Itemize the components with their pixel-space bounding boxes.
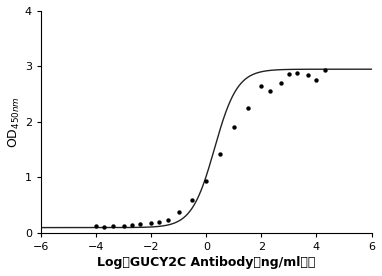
Point — [93, 224, 99, 229]
Point — [156, 219, 162, 224]
Point — [313, 78, 319, 83]
X-axis label: Log（GUCY2C Antibody（ng/ml））: Log（GUCY2C Antibody（ng/ml）） — [97, 256, 316, 269]
Point — [231, 125, 237, 130]
Point — [305, 73, 311, 77]
Point — [129, 223, 135, 227]
Y-axis label: OD$_{450nm}$: OD$_{450nm}$ — [7, 96, 22, 148]
Point — [286, 71, 292, 76]
Point — [137, 222, 143, 226]
Point — [148, 221, 154, 225]
Point — [322, 68, 328, 73]
Point — [121, 224, 127, 228]
Point — [189, 197, 196, 202]
Point — [278, 81, 284, 85]
Point — [165, 217, 171, 222]
Point — [203, 179, 209, 184]
Point — [267, 89, 273, 94]
Point — [244, 106, 251, 110]
Point — [217, 151, 223, 156]
Point — [258, 84, 264, 88]
Point — [294, 71, 300, 75]
Point — [176, 209, 182, 214]
Point — [110, 224, 116, 229]
Point — [101, 225, 107, 229]
